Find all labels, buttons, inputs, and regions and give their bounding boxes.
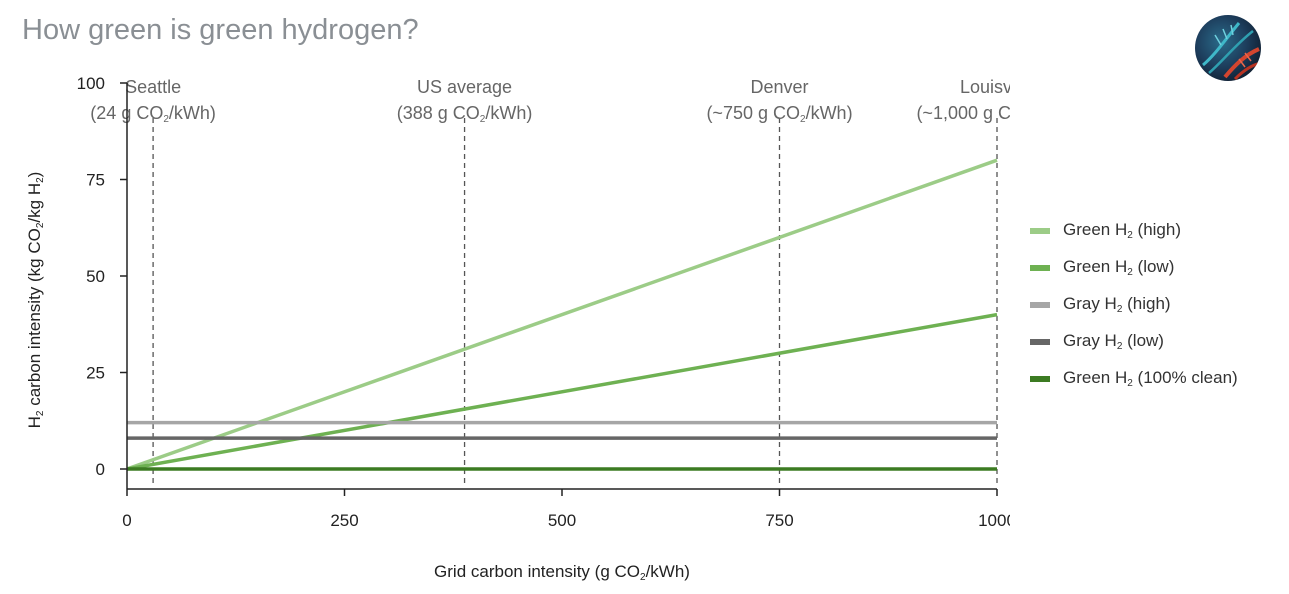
- y-tick-label: 75: [86, 171, 105, 190]
- legend-item: Green H2 (low): [1030, 249, 1238, 286]
- x-tick-label: 750: [765, 511, 793, 530]
- chart: Seattle (24 g CO2/kWh) US average (388 g CO…: [25, 74, 1010, 583]
- legend-label: Green H2 (100% clean): [1063, 368, 1238, 389]
- legend-swatch: [1030, 227, 1050, 234]
- legend-swatch: [1030, 375, 1050, 382]
- fern-photo-avatar-icon: [1195, 15, 1261, 81]
- reference-city-label: US average: [417, 77, 512, 97]
- legend-swatch: [1030, 264, 1050, 271]
- legend-label: Gray H2 (low): [1063, 331, 1164, 352]
- avatar: [1195, 15, 1261, 81]
- legend-label: Gray H2 (high): [1063, 294, 1171, 315]
- reference-lines: Seattle (24 g CO2/kWh) US average (388 g CO…: [90, 77, 1010, 487]
- series-lines: [126, 158, 998, 471]
- legend-label: Green H2 (high): [1063, 220, 1181, 241]
- y-tick-label: 50: [86, 267, 105, 286]
- legend-swatch: [1030, 301, 1050, 308]
- page-title: How green is green hydrogen?: [22, 14, 419, 46]
- y-tick-label: 100: [77, 74, 105, 93]
- reference-city-label: Seattle: [125, 77, 181, 97]
- legend-item: Gray H2 (high): [1030, 286, 1238, 323]
- y-tick-label: 25: [86, 364, 105, 383]
- legend-item: Green H2 (high): [1030, 212, 1238, 249]
- x-tick-label: 0: [122, 511, 131, 530]
- legend-swatch: [1030, 338, 1050, 345]
- y-axis-title: H2 carbon intensity (kg CO2/kg H2): [25, 172, 46, 429]
- legend-item: Green H2 (100% clean): [1030, 360, 1238, 397]
- reference-city-label: Louisville: [960, 77, 1010, 97]
- reference-detail-label: (24 g CO2/kWh): [90, 103, 216, 125]
- reference-detail-label: (388 g CO2/kWh): [397, 103, 533, 125]
- y-tick-label: 0: [96, 460, 105, 479]
- series-line-1: [126, 312, 998, 471]
- x-tick-label: 250: [330, 511, 358, 530]
- legend: Green H2 (high) Green H2 (low) Gray H2 (hi…: [1030, 212, 1238, 397]
- axes: 025507510002505007501000: [77, 74, 1010, 530]
- reference-detail-label: (~750 g CO2/kWh): [706, 103, 852, 125]
- legend-label: Green H2 (low): [1063, 257, 1175, 278]
- axis-labels: Grid carbon intensity (g CO2/kWh) H2 carb…: [25, 172, 690, 583]
- x-axis-title: Grid carbon intensity (g CO2/kWh): [434, 562, 690, 583]
- reference-city-label: Denver: [750, 77, 808, 97]
- series-line-0: [126, 158, 998, 471]
- x-tick-label: 500: [548, 511, 576, 530]
- reference-detail-label: (~1,000 g CO2/kWh): [916, 103, 1010, 125]
- legend-item: Gray H2 (low): [1030, 323, 1238, 360]
